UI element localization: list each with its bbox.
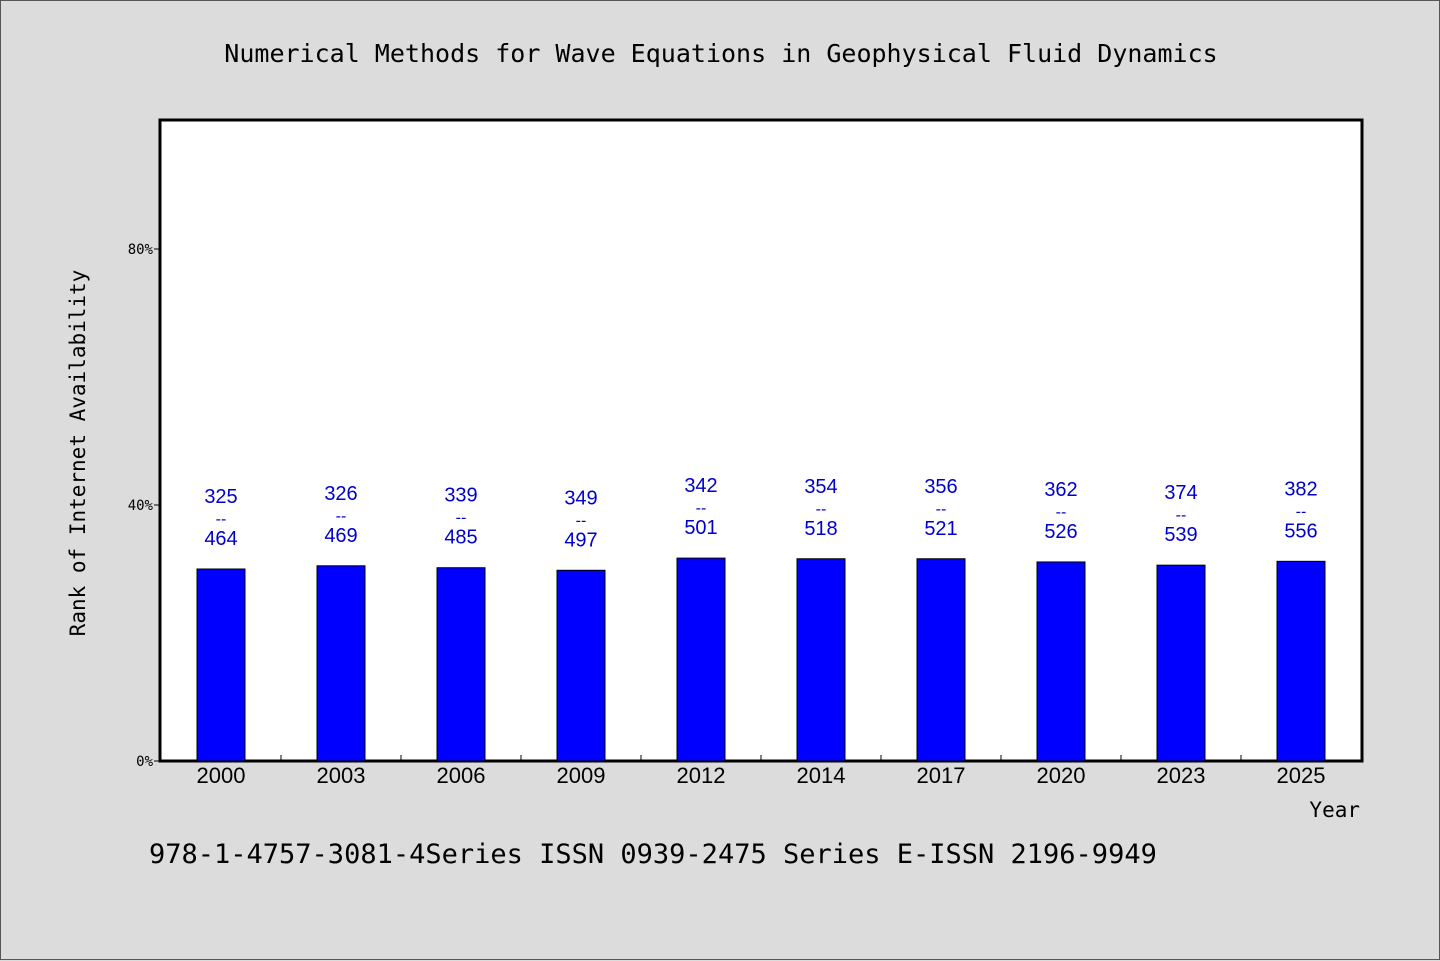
bar-2014 (796, 558, 846, 762)
bar-2000 (196, 568, 246, 762)
y-axis-ticks: 0% 40% 80% (128, 242, 161, 770)
data-label-bottom: 497 (564, 529, 597, 551)
data-label-top: 382 (1284, 478, 1317, 500)
data-label-bottom: 521 (924, 518, 957, 540)
x-tick-label: 2000 (197, 763, 246, 788)
data-label-bottom: 464 (204, 528, 237, 550)
footer-isbn-issn: 978-1-4757-3081-4Series ISSN 0939-2475 S… (149, 839, 1157, 870)
chart-title: Numerical Methods for Wave Equations in … (224, 39, 1217, 68)
data-label-top: 342 (684, 475, 717, 497)
data-label-bottom: 556 (1284, 520, 1317, 542)
y-tick-label: 40% (128, 498, 154, 514)
x-axis-ticks: 2000 2003 2006 2009 2012 2014 2017 2020 2023 2025 (197, 755, 1326, 788)
data-label-top: 339 (444, 485, 477, 507)
bar-2017 (916, 558, 966, 762)
x-tick-label: 2009 (557, 763, 606, 788)
data-label-separator: -- (1176, 507, 1187, 524)
x-tick-label: 2006 (437, 763, 486, 788)
x-tick-label: 2017 (917, 763, 966, 788)
data-label-top: 362 (1044, 479, 1077, 501)
bar-2009 (556, 569, 606, 762)
x-tick-label: 2020 (1037, 763, 1086, 788)
data-label-top: 356 (924, 476, 957, 498)
bar-2003 (316, 565, 366, 762)
y-tick-label: 0% (136, 754, 153, 770)
data-label-separator: -- (816, 501, 827, 518)
data-label-top: 325 (204, 486, 237, 508)
data-label-separator: -- (336, 508, 347, 525)
data-label-separator: -- (456, 510, 467, 527)
data-label-separator: -- (1056, 504, 1067, 521)
data-label-bottom: 485 (444, 527, 477, 549)
y-tick-label: 80% (128, 242, 154, 258)
x-tick-label: 2023 (1157, 763, 1206, 788)
y-axis-label: Rank of Internet Availability (66, 270, 90, 637)
data-label-top: 349 (564, 487, 597, 509)
bar-2006 (436, 567, 486, 762)
bar-2020 (1036, 561, 1086, 762)
x-tick-label: 2003 (317, 763, 366, 788)
data-label-bottom: 501 (684, 517, 717, 539)
x-tick-label: 2014 (797, 763, 846, 788)
data-label-bottom: 539 (1164, 524, 1197, 546)
data-label-separator: -- (1296, 503, 1307, 520)
data-label-top: 354 (804, 476, 837, 498)
data-labels: 325--464326--469339--485349--497342--501… (204, 475, 1317, 551)
x-tick-label: 2025 (1277, 763, 1326, 788)
data-label-bottom: 518 (804, 518, 837, 540)
data-label-separator: -- (936, 501, 947, 518)
bar-2023 (1156, 564, 1206, 762)
data-label-top: 326 (324, 483, 357, 505)
data-label-separator: -- (696, 500, 707, 517)
data-label-top: 374 (1164, 482, 1197, 504)
data-label-bottom: 526 (1044, 521, 1077, 543)
bar-2012 (676, 557, 726, 762)
x-tick-label: 2012 (677, 763, 726, 788)
bars (196, 557, 1326, 762)
bar-2025 (1276, 560, 1326, 762)
data-label-separator: -- (216, 511, 227, 528)
data-label-separator: -- (576, 512, 587, 529)
x-axis-label: Year (1309, 798, 1360, 822)
data-label-bottom: 469 (324, 525, 357, 547)
